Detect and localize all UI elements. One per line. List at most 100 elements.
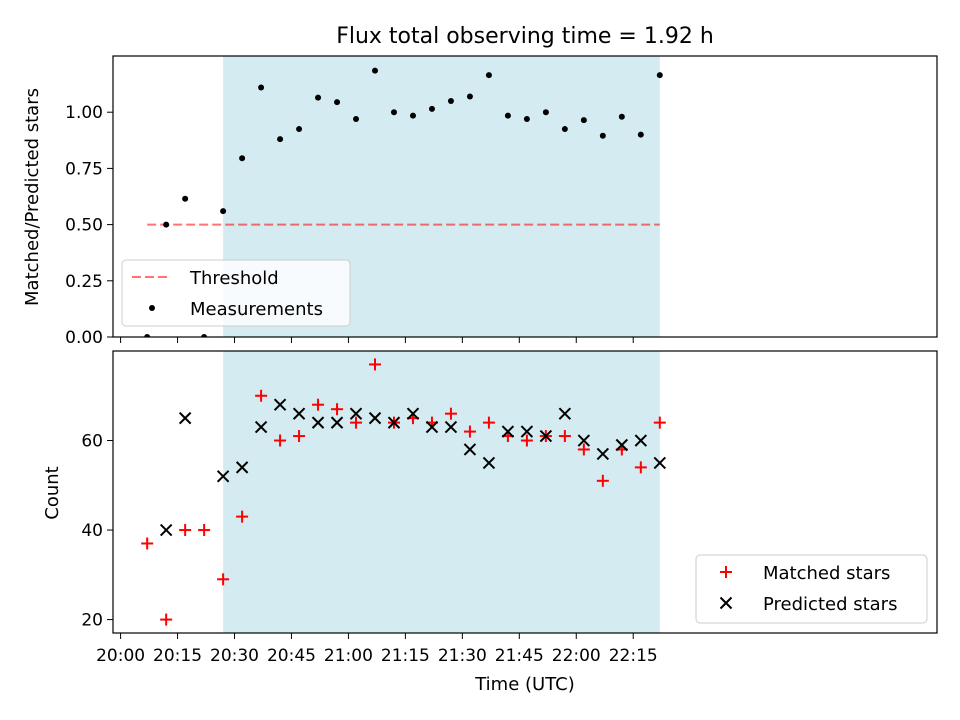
predicted-stars-point xyxy=(254,420,268,434)
x-tick-label: 22:00 xyxy=(552,646,601,666)
matched-stars-point xyxy=(350,416,363,429)
predicted-stars-point xyxy=(501,425,515,438)
measurement-point xyxy=(523,115,530,122)
x-marker-b xyxy=(558,407,572,420)
x-tick-label: 21:15 xyxy=(381,646,430,666)
x-tick-label: 20:45 xyxy=(267,646,316,666)
measurement-point xyxy=(542,109,549,116)
matched-stars-point xyxy=(217,573,230,586)
y-tick-label: 1.00 xyxy=(65,103,103,123)
predicted-stars-point xyxy=(387,416,401,429)
matched-stars-point xyxy=(577,443,590,456)
measurement-point xyxy=(182,195,189,202)
observing-interval-band xyxy=(223,351,660,633)
y-tick-label: 0.00 xyxy=(65,328,103,348)
y-tick-label: 0.50 xyxy=(65,216,103,236)
matched-stars-point xyxy=(463,425,476,438)
matched-stars-point xyxy=(558,430,571,443)
measurement-point xyxy=(296,126,303,133)
measurement-point xyxy=(561,126,568,133)
bottom-panel: 20 40 60 20:00 20:15 20:30 20:45 21:00 21:15 21:3… xyxy=(81,350,938,666)
predicted-stars-point xyxy=(292,407,306,420)
matched-stars-point xyxy=(369,358,382,371)
matched-stars-point xyxy=(312,398,325,411)
x-axis-label: Time (UTC) xyxy=(474,674,575,695)
y-tick-label: 60 xyxy=(81,432,103,452)
x-marker-b xyxy=(577,434,591,447)
x-marker-b xyxy=(615,438,629,452)
measurement-point xyxy=(372,67,379,74)
measurement-point xyxy=(409,112,416,119)
x-marker-b xyxy=(254,420,268,434)
measurement-point xyxy=(485,72,492,79)
legend-measurements-swatch xyxy=(149,305,155,311)
matched-stars-point xyxy=(634,461,647,474)
measurement-point xyxy=(390,109,397,116)
series-plus xyxy=(141,358,666,626)
matched-stars-point xyxy=(520,434,533,447)
matched-stars-point xyxy=(331,403,344,416)
matched-stars-point xyxy=(274,434,287,447)
measurement-point xyxy=(334,99,341,106)
predicted-stars-point xyxy=(539,429,553,443)
bottom-legend: Matched stars Predicted stars xyxy=(695,554,928,624)
predicted-stars-point xyxy=(482,456,496,470)
predicted-stars-point xyxy=(615,438,629,452)
series-dot xyxy=(144,67,663,337)
measurement-point xyxy=(618,113,625,120)
matched-stars-point xyxy=(255,389,268,402)
x-marker-b xyxy=(387,416,401,429)
x-tick-label: 20:30 xyxy=(210,646,259,666)
x-marker-b xyxy=(425,420,439,434)
measurement-point xyxy=(656,72,663,79)
measurement-point xyxy=(580,117,587,124)
x-tick-label: 22:15 xyxy=(609,646,658,666)
predicted-stars-point xyxy=(273,398,287,411)
measurement-point xyxy=(220,208,227,215)
x-tick-label: 21:00 xyxy=(324,646,373,666)
y-tick-label: 0.25 xyxy=(65,272,103,292)
measurement-point xyxy=(637,131,644,138)
legend-measurements-label: Measurements xyxy=(190,299,323,320)
bottom-y-axis-label: Count xyxy=(42,466,63,519)
matched-stars-point xyxy=(596,474,609,487)
x-marker-b xyxy=(539,429,553,443)
matched-stars-point xyxy=(293,430,306,443)
x-marker-b xyxy=(406,407,420,420)
predicted-stars-point xyxy=(463,443,477,456)
top-y-axis-label: Matched/Predicted stars xyxy=(22,88,43,306)
measurement-point xyxy=(315,94,322,101)
x-marker-b xyxy=(520,425,534,438)
x-marker-b xyxy=(311,416,325,429)
matched-stars-point xyxy=(141,537,154,550)
x-tick-label: 20:15 xyxy=(153,646,202,666)
legend-box xyxy=(121,259,351,327)
predicted-stars-point xyxy=(558,407,572,420)
matched-stars-point xyxy=(444,407,457,420)
x-tick-label: 20:00 xyxy=(96,646,145,666)
x-marker-b xyxy=(444,420,458,434)
predicted-stars-point xyxy=(425,420,439,434)
top-legend: Threshold Measurements xyxy=(121,259,351,327)
x-marker-b xyxy=(273,398,287,411)
plot-area xyxy=(144,67,663,337)
y-tick-label: 20 xyxy=(81,611,103,631)
measurement-point xyxy=(466,93,473,100)
x-tick-label: 21:45 xyxy=(495,646,544,666)
measurement-point xyxy=(201,334,208,337)
y-tick-label: 0.75 xyxy=(65,159,103,179)
predicted-stars-point xyxy=(634,434,648,447)
predicted-stars-point xyxy=(406,407,420,420)
legend-predicted-label: Predicted stars xyxy=(763,594,897,615)
x-marker-b xyxy=(216,470,230,483)
matched-stars-point xyxy=(179,524,192,537)
predicted-stars-point xyxy=(311,416,325,429)
predicted-stars-point xyxy=(577,434,591,447)
x-marker-b xyxy=(330,416,344,429)
legend-threshold-label: Threshold xyxy=(189,268,279,289)
predicted-stars-point xyxy=(216,470,230,483)
measurement-point xyxy=(258,84,265,91)
measurement-point xyxy=(239,155,246,162)
measurement-point xyxy=(504,112,511,119)
